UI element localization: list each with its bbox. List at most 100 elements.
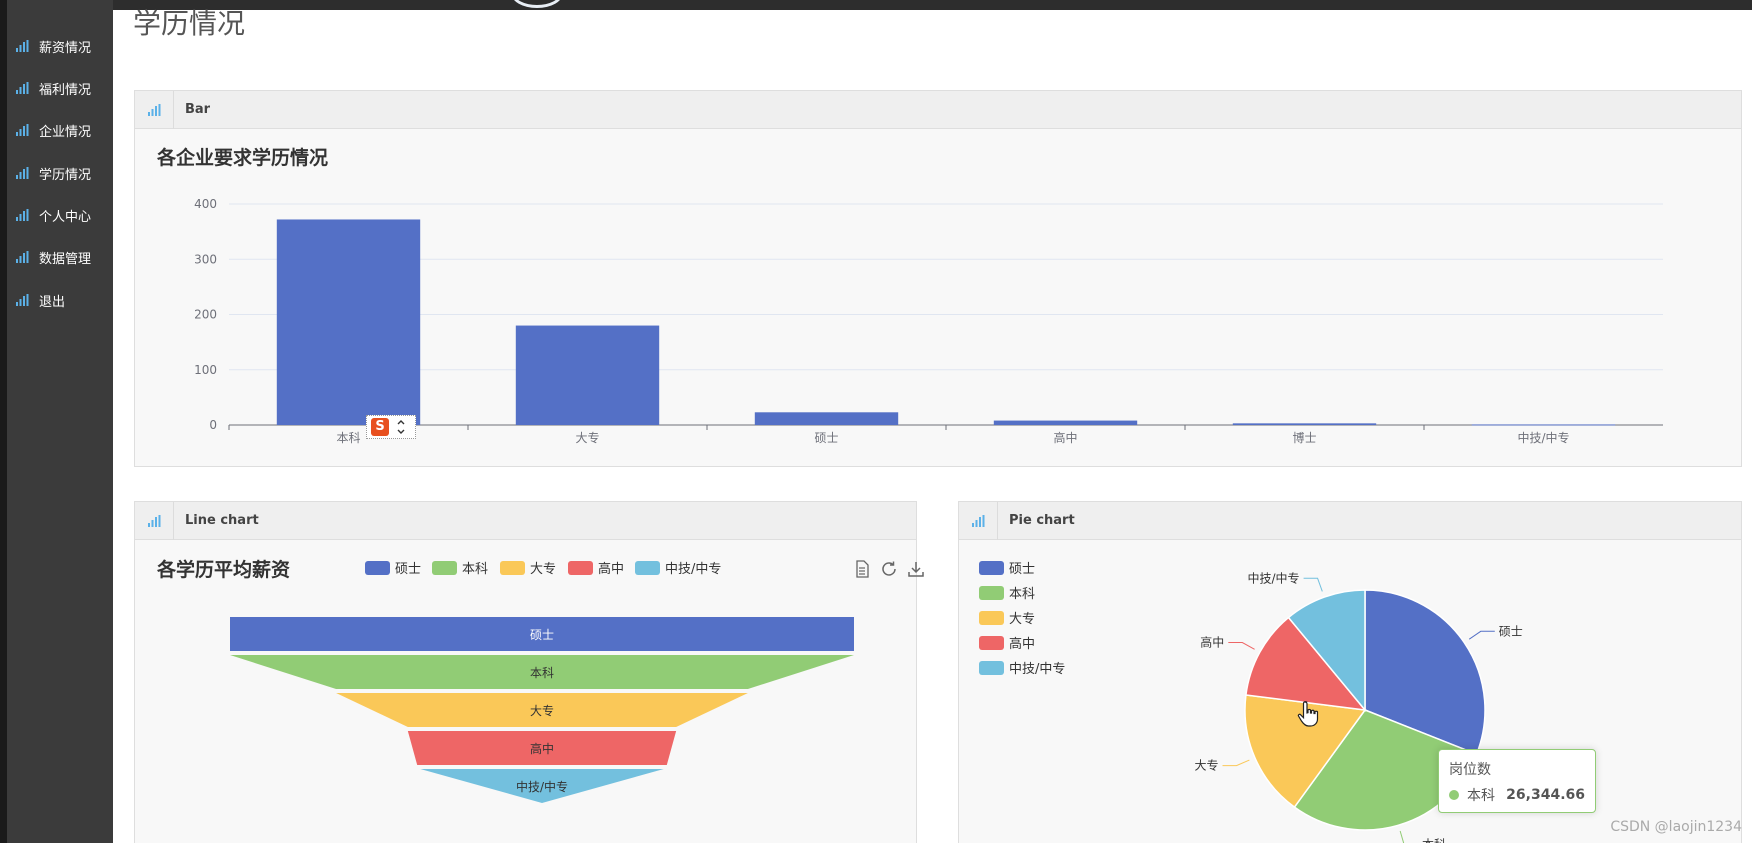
legend-swatch	[635, 560, 660, 575]
legend-item[interactable]: 高中	[568, 558, 624, 577]
header-separator	[173, 91, 174, 129]
legend-item[interactable]: 中技/中专	[635, 558, 721, 577]
funnel-label: 硕士	[530, 628, 554, 642]
panel-header: Pie chart	[959, 502, 1741, 540]
legend-label: 本科	[1009, 587, 1036, 602]
bar-chart: 0 100 200 300 400 本科 大专 硕士 高中 博士 中技/中专	[194, 197, 1663, 445]
tooltip-series-name: 本科	[1467, 788, 1495, 804]
y-tick-label: 100	[194, 363, 217, 377]
bar-chart-icon	[16, 82, 29, 94]
pie-label: 硕士	[1499, 624, 1523, 638]
x-tick-label: 本科	[336, 431, 360, 445]
funnel-label: 本科	[530, 666, 554, 680]
data-view-icon[interactable]	[852, 559, 872, 579]
top-bar-knob	[511, 0, 563, 8]
legend-swatch	[432, 560, 457, 575]
pie-slice[interactable]	[1245, 616, 1367, 711]
legend-label: 高中	[1009, 637, 1036, 652]
funnel-segment[interactable]	[230, 617, 854, 651]
legend-swatch	[568, 560, 593, 575]
pie-label: 中技/中专	[1248, 570, 1300, 585]
sidebar-item-salary[interactable]: 薪资情况	[16, 32, 112, 60]
bar-panel: Bar 各企业要求学历情况 0 100 200 300 400 本科 大专 硕士 高中 博士 中技/…	[134, 90, 1742, 467]
legend-label: 中技/中专	[1009, 662, 1066, 677]
legend-swatch	[500, 560, 525, 575]
panel-title: Line chart	[185, 513, 259, 528]
funnel-chart-title: 各学历平均薪资	[157, 559, 291, 581]
hand-cursor-icon	[1297, 701, 1319, 727]
sidebar-item-logout[interactable]: 退出	[16, 286, 112, 314]
y-tick-label: 300	[194, 252, 217, 266]
funnel-segment[interactable]	[420, 769, 664, 803]
label-line	[1468, 630, 1495, 640]
header-separator	[997, 502, 998, 540]
sidebar-item-profile[interactable]: 个人中心	[16, 201, 112, 229]
x-tick-label: 博士	[1292, 430, 1316, 445]
sidebar-item-education[interactable]: 学历情况	[16, 159, 112, 187]
refresh-icon[interactable]	[879, 559, 899, 579]
pie-label: 本科	[1422, 837, 1446, 843]
sidebar-item-label: 福利情况	[39, 82, 92, 98]
label-line	[1222, 759, 1250, 767]
tooltip-dot	[1449, 790, 1459, 800]
top-bar	[113, 0, 1752, 10]
bar-chart-icon	[16, 124, 29, 136]
sidebar-item-data-management[interactable]: 数据管理	[16, 243, 112, 271]
bar[interactable]	[276, 219, 421, 425]
pie-slice[interactable]	[1287, 589, 1366, 713]
legend-label: 硕士	[1009, 562, 1036, 577]
funnel-label: 高中	[530, 741, 554, 756]
bar[interactable]	[754, 412, 899, 425]
label-line	[1228, 642, 1255, 650]
tooltip-row: 本科 26,344.66	[1449, 785, 1585, 805]
pie-slice[interactable]	[1364, 589, 1486, 756]
download-icon[interactable]	[906, 559, 926, 579]
x-tick-label: 大专	[575, 430, 599, 445]
legend-item[interactable]: 硕士	[979, 558, 1035, 577]
pie-tooltip: 岗位数 本科 26,344.66	[1438, 749, 1596, 813]
caret-icon	[397, 420, 405, 434]
legend-item[interactable]: 高中	[979, 633, 1035, 652]
x-tick-label: 中技/中专	[1517, 430, 1569, 445]
sidebar-item-label: 数据管理	[39, 251, 92, 267]
bar[interactable]	[515, 325, 660, 425]
legend-swatch	[979, 560, 1004, 575]
sidebar-item-welfare[interactable]: 福利情况	[16, 74, 112, 102]
funnel-label: 中技/中专	[516, 779, 568, 794]
tooltip-title: 岗位数	[1449, 762, 1491, 778]
legend-item[interactable]: 本科	[979, 583, 1035, 602]
pie-slice[interactable]	[1244, 694, 1367, 809]
funnel-segment[interactable]	[407, 731, 677, 765]
ime-badge[interactable]: S	[366, 415, 416, 439]
legend-swatch	[979, 610, 1004, 625]
legend-item[interactable]: 大专	[979, 608, 1035, 627]
bar-chart-icon	[972, 515, 985, 527]
bar[interactable]	[1232, 423, 1377, 425]
legend-item[interactable]: 中技/中专	[979, 658, 1065, 677]
bar-chart-icon	[16, 209, 29, 221]
sidebar-item-label: 个人中心	[39, 209, 92, 225]
bar-chart-icon	[16, 251, 29, 263]
legend-item[interactable]: 本科	[432, 558, 488, 577]
sidebar-item-company[interactable]: 企业情况	[16, 116, 112, 144]
sidebar-item-label: 退出	[39, 294, 66, 310]
funnel-segment[interactable]	[230, 655, 854, 689]
sidebar-item-label: 企业情况	[39, 124, 92, 140]
sidebar-item-label: 学历情况	[39, 167, 92, 183]
bar[interactable]	[1471, 424, 1616, 426]
funnel-label: 大专	[530, 703, 554, 718]
funnel-segment[interactable]	[336, 693, 748, 727]
bar-chart-title: 各企业要求学历情况	[157, 147, 329, 169]
legend-label: 中技/中专	[665, 562, 722, 577]
bar-chart-icon	[16, 167, 29, 179]
bar-chart-icon	[16, 294, 29, 306]
label-line	[1399, 830, 1405, 843]
panel-title: Bar	[185, 102, 211, 117]
legend-item[interactable]: 硕士	[365, 558, 421, 577]
bar[interactable]	[993, 420, 1138, 425]
legend-item[interactable]: 大专	[500, 558, 556, 577]
